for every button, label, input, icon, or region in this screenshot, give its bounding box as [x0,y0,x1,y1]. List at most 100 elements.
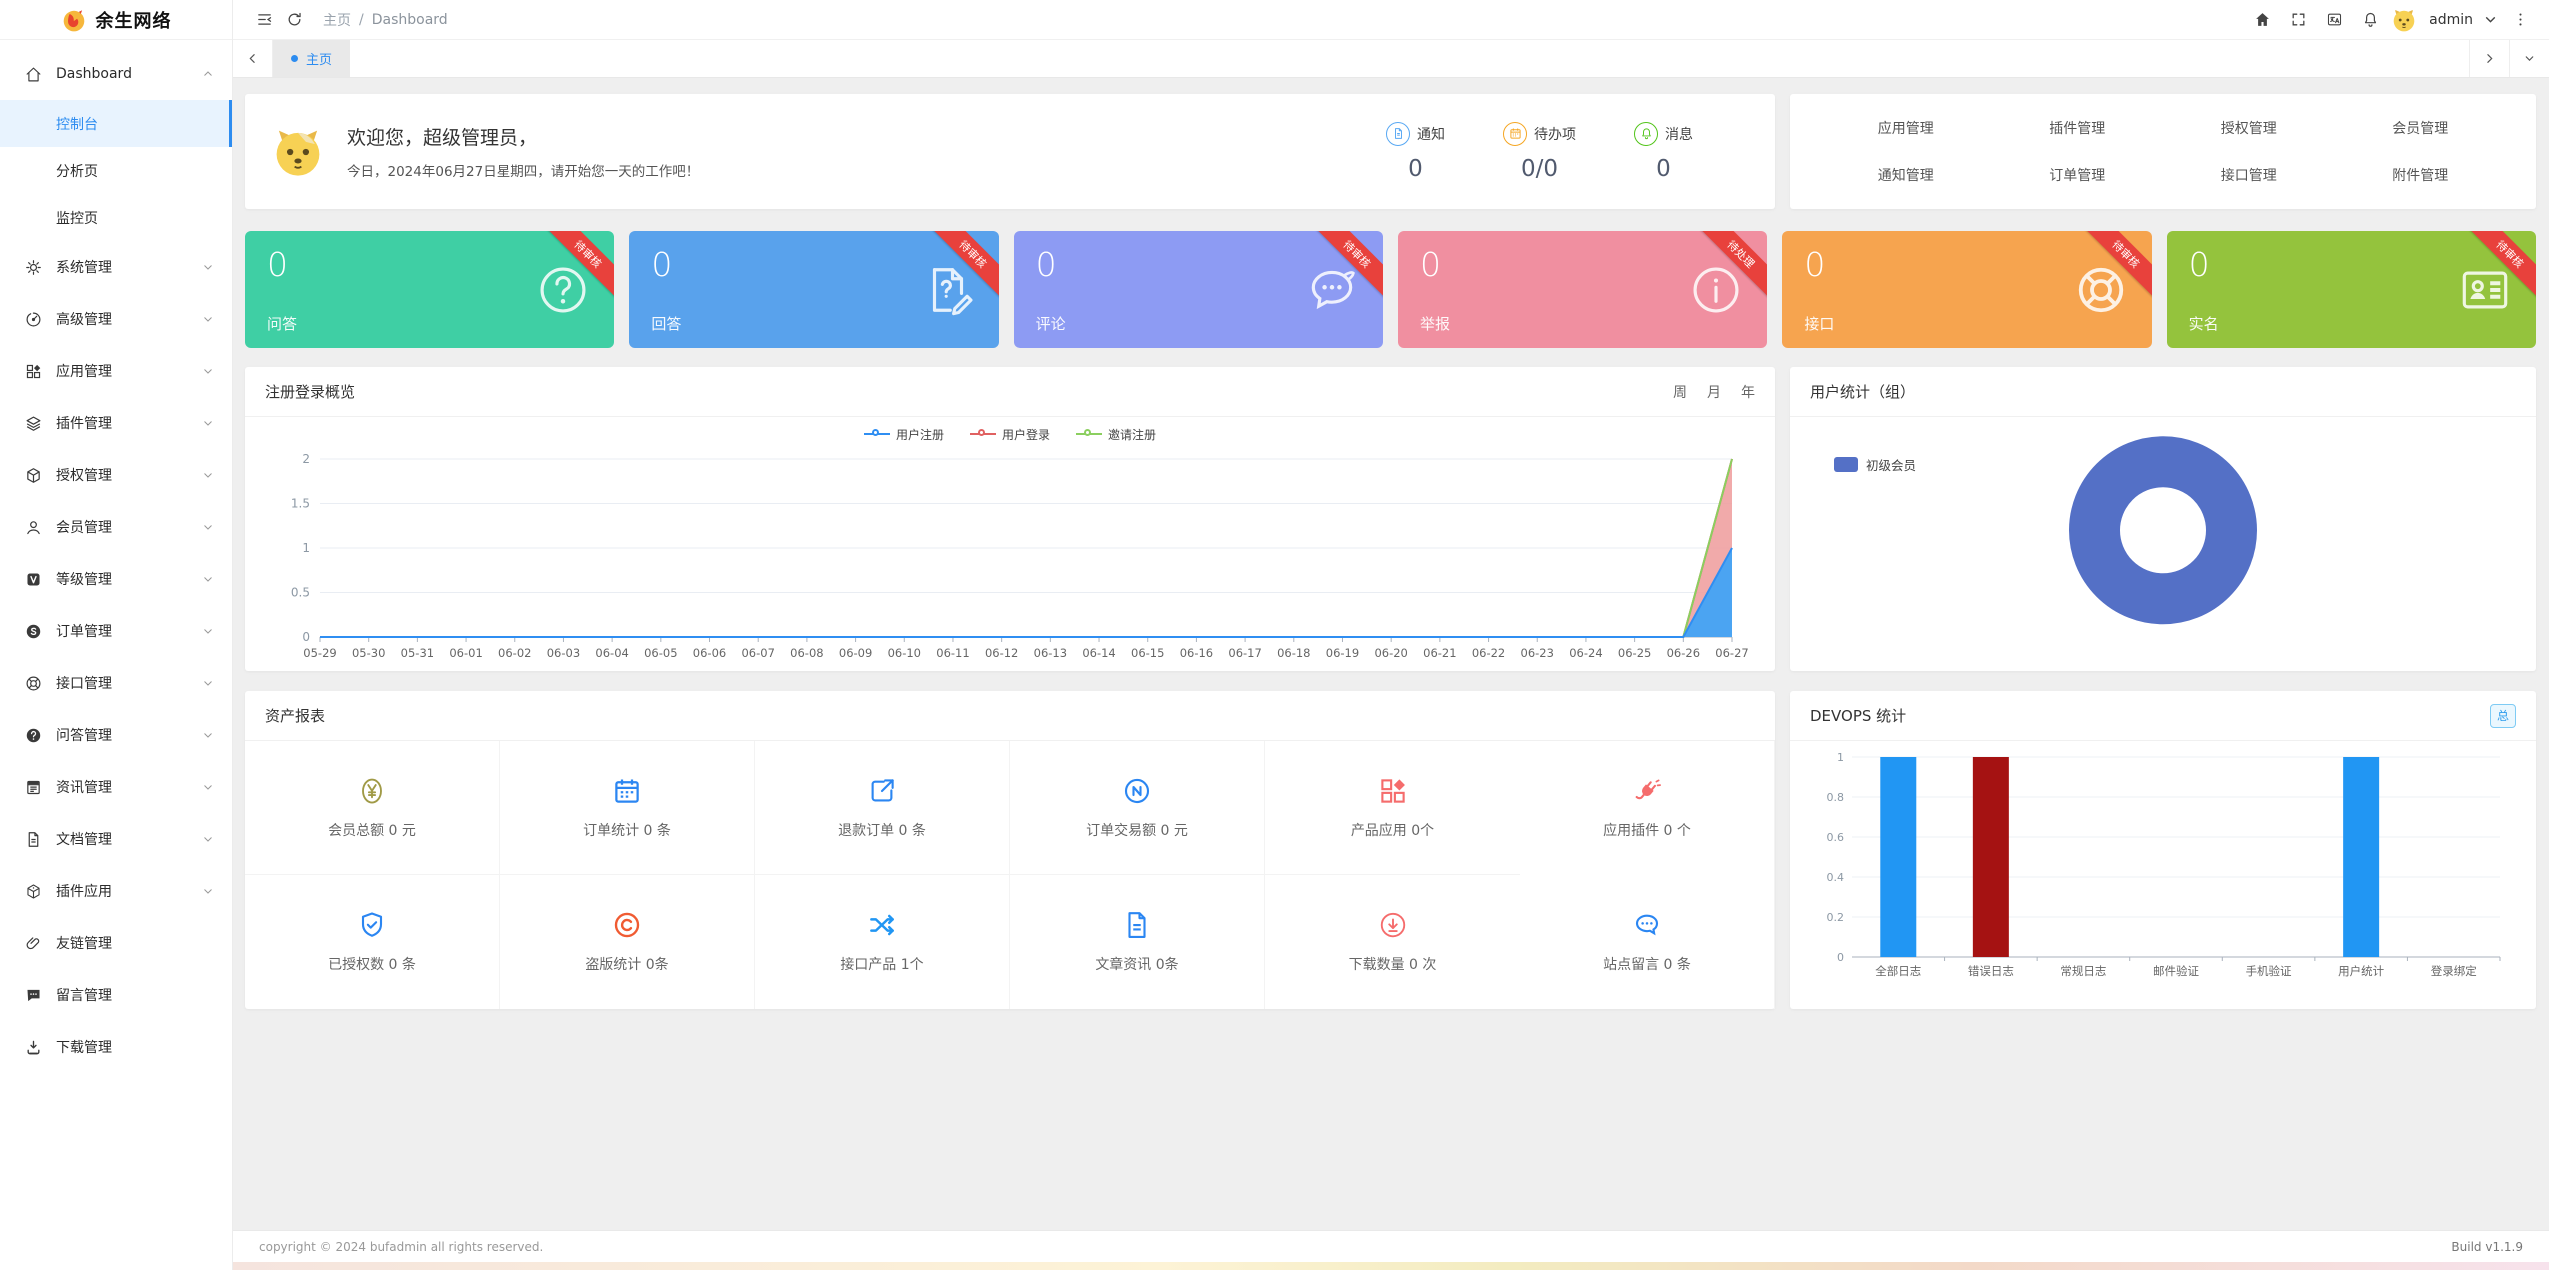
doc-icon [1122,910,1152,940]
stat-card[interactable]: 0 举报 待处理 [1398,231,1768,348]
chevron-down-icon [202,781,214,793]
breadcrumb: 主页 / Dashboard [323,10,448,30]
stat-card-value: 0 [651,245,673,284]
sidebar-item[interactable]: 下载管理 [0,1021,232,1073]
sidebar-item[interactable]: 插件应用 [0,865,232,917]
sidebar-item[interactable]: 接口管理 [0,657,232,709]
donut-legend[interactable]: 初级会员 [1834,455,1916,474]
svg-text:登录绑定: 登录绑定 [2431,964,2477,978]
svg-text:06-16: 06-16 [1180,646,1213,660]
navbar-actions: admin [2247,5,2535,35]
sidebar-item[interactable]: 留言管理 [0,969,232,1021]
asset-item: 订单统计 0 条 [500,741,755,875]
welcome-subtitle: 今日，2024年06月27日星期四，请开始您一天的工作吧！ [347,164,700,180]
asset-label: 已授权数 0 条 [328,957,416,973]
sidebar-item[interactable]: 授权管理 [0,449,232,501]
sidebar-item[interactable]: 友链管理 [0,917,232,969]
sidebar-item[interactable]: 系统管理 [0,241,232,293]
svg-text:06-03: 06-03 [547,646,580,660]
sidebar-item[interactable]: 文档管理 [0,813,232,865]
caret-down-icon[interactable] [2481,5,2499,35]
sidebar-item[interactable]: 会员管理 [0,501,232,553]
counter-label: 通知 [1417,126,1445,143]
kebab-menu-icon[interactable] [2505,5,2535,35]
range-option[interactable]: 周 [1673,384,1687,401]
fullscreen-icon[interactable] [2283,5,2313,35]
sidebar-subitem-label: 分析页 [56,163,98,180]
svg-text:2: 2 [302,452,310,466]
svg-text:0.5: 0.5 [291,586,310,600]
sidebar-item[interactable]: 资讯管理 [0,761,232,813]
top-navbar: 主页 / Dashboard admin [233,0,2549,40]
panel-title: 资产报表 [265,707,326,725]
quicklink-item[interactable]: 接口管理 [2220,168,2277,185]
bell-icon[interactable] [2355,5,2385,35]
brand[interactable]: 余生网络 [0,0,232,40]
assets-grid: 会员总额 0 元 订单统计 0 条 退款订单 0 条 [245,741,1775,1009]
counter-value: 0/0 [1520,155,1558,182]
sidebar-item[interactable]: 等级管理 [0,553,232,605]
breadcrumb-home[interactable]: 主页 [323,12,351,29]
sidebar-item[interactable]: 高级管理 [0,293,232,345]
quicklink-item[interactable]: 附件管理 [2392,168,2449,185]
stat-card[interactable]: 0 接口 待审核 [1782,231,2152,348]
stat-card[interactable]: 0 评论 待审核 [1013,231,1383,348]
sidebar-item-label: 会员管理 [56,520,112,536]
sidebar-subitem[interactable]: 控制台 [0,100,232,147]
tab-bar: 主页 [233,40,2549,78]
sidebar-item-dashboard[interactable]: Dashboard [0,48,232,100]
quicklink-item[interactable]: 会员管理 [2392,120,2449,137]
devops-total-button[interactable]: 总 [2490,703,2516,728]
row-reports: 资产报表 会员总额 0 元 订单统计 0 条 [245,691,2536,1009]
id-card-icon [2458,263,2512,317]
svg-text:06-22: 06-22 [1472,646,1505,660]
quicklink-item[interactable]: 通知管理 [1877,168,1934,185]
username[interactable]: admin [2429,11,2473,28]
tabs-menu-icon[interactable] [2509,40,2549,77]
tab-home[interactable]: 主页 [273,40,351,77]
home-icon[interactable] [2247,5,2277,35]
refresh-icon[interactable] [279,5,309,35]
legend-label: 用户注册 [895,427,944,442]
legend-item[interactable]: 用户登录 [969,426,1050,443]
sidebar-item[interactable]: 问答管理 [0,709,232,761]
language-icon[interactable] [2319,5,2349,35]
quicklink-item[interactable]: 插件管理 [2049,120,2106,137]
legend-item[interactable]: 邀请注册 [1076,426,1156,443]
menu-fold-icon[interactable] [249,5,279,35]
asset-item: 文章资讯 0条 [1010,875,1265,1009]
tabs-scroll-left-icon[interactable] [233,40,273,77]
gauge-icon [24,310,42,328]
question-icon [24,726,42,744]
sidebar-item[interactable]: 订单管理 [0,605,232,657]
asset-item: 下载数量 0 次 [1265,875,1520,1009]
stat-card[interactable]: 0 回答 待审核 [629,231,999,348]
chevron-down-icon [202,365,214,377]
user-avatar[interactable] [2391,7,2417,33]
stat-card[interactable]: 0 问答 待审核 [245,231,615,348]
sidebar-item[interactable]: 应用管理 [0,345,232,397]
quicklink-item[interactable]: 授权管理 [2220,120,2277,137]
quicklink-item[interactable]: 订单管理 [2049,168,2106,185]
stat-card[interactable]: 0 实名 待审核 [2166,231,2536,348]
svg-text:06-08: 06-08 [790,646,823,660]
sidebar-item-label: 资讯管理 [56,780,112,796]
sidebar-subitem[interactable]: 监控页 [0,194,232,241]
quicklink-item[interactable]: 应用管理 [1877,120,1934,137]
tabs-scroll-right-icon[interactable] [2469,40,2509,77]
cube-icon [24,466,42,484]
range-option[interactable]: 月 [1707,384,1721,401]
counter-item[interactable]: 通知 0 [1386,121,1445,182]
range-option[interactable]: 年 [1741,384,1755,401]
sidebar-item-label: 高级管理 [56,312,112,328]
breadcrumb-separator: / [359,11,364,28]
sidebar-item-label: 插件管理 [56,416,112,432]
sidebar-item[interactable]: 插件管理 [0,397,232,449]
user-stats-panel: 用户统计（组） 初级会员 [1790,367,2536,671]
counter-item[interactable]: 消息 0 [1634,121,1693,182]
counter-item[interactable]: 待办项 0/0 [1503,121,1576,182]
asset-label: 下载数量 0 次 [1348,957,1437,973]
sidebar-subitem[interactable]: 分析页 [0,147,232,194]
paperclip-icon [24,934,42,952]
legend-item[interactable]: 用户注册 [863,426,944,443]
